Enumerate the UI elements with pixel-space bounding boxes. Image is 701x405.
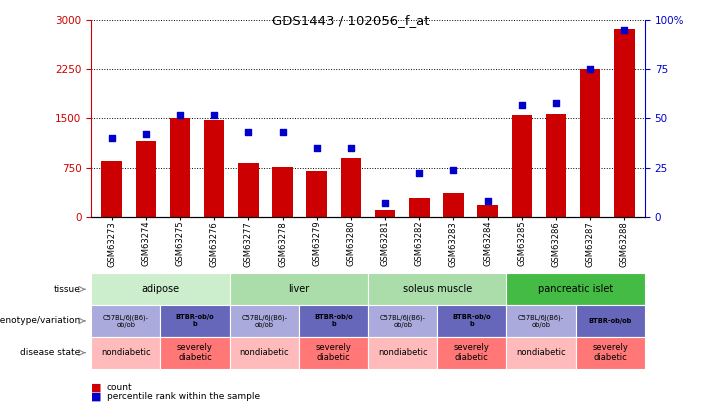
Bar bbox=[299, 305, 368, 337]
Point bbox=[311, 145, 322, 151]
Bar bbox=[91, 305, 161, 337]
Text: BTBR-ob/o
b: BTBR-ob/o b bbox=[176, 314, 215, 328]
Bar bbox=[409, 198, 430, 217]
Bar bbox=[580, 69, 601, 217]
Text: severely
diabetic: severely diabetic bbox=[177, 343, 213, 362]
Point bbox=[209, 111, 220, 118]
Bar bbox=[546, 114, 566, 217]
Bar bbox=[368, 305, 437, 337]
Text: nondiabetic: nondiabetic bbox=[378, 348, 428, 357]
Text: C57BL/6J(B6)-
ob/ob: C57BL/6J(B6)- ob/ob bbox=[241, 314, 287, 328]
Bar bbox=[230, 337, 299, 369]
Bar bbox=[437, 305, 507, 337]
Text: disease state: disease state bbox=[20, 348, 81, 357]
Text: pancreatic islet: pancreatic islet bbox=[538, 284, 613, 294]
Point bbox=[414, 170, 425, 177]
Bar bbox=[299, 337, 368, 369]
Bar bbox=[230, 273, 368, 305]
Bar bbox=[91, 273, 230, 305]
Point bbox=[482, 198, 494, 204]
Point bbox=[585, 66, 596, 72]
Text: severely
diabetic: severely diabetic bbox=[454, 343, 490, 362]
Point bbox=[106, 135, 117, 141]
Bar bbox=[437, 337, 507, 369]
Point bbox=[550, 100, 562, 106]
Bar bbox=[576, 305, 645, 337]
Text: BTBR-ob/o
b: BTBR-ob/o b bbox=[314, 314, 353, 328]
Bar bbox=[507, 305, 576, 337]
Point bbox=[277, 129, 288, 135]
Text: BTBR-ob/o
b: BTBR-ob/o b bbox=[453, 314, 491, 328]
Bar bbox=[161, 305, 230, 337]
Text: nondiabetic: nondiabetic bbox=[101, 348, 151, 357]
Text: GDS1443 / 102056_f_at: GDS1443 / 102056_f_at bbox=[272, 14, 429, 27]
Bar bbox=[375, 210, 395, 217]
Bar bbox=[272, 167, 293, 217]
Point bbox=[140, 131, 151, 137]
Text: count: count bbox=[107, 383, 132, 392]
Point bbox=[346, 145, 357, 151]
Bar bbox=[507, 273, 645, 305]
Bar bbox=[238, 163, 259, 217]
Bar bbox=[161, 337, 230, 369]
Bar bbox=[306, 171, 327, 217]
Point bbox=[175, 111, 186, 118]
Text: soleus muscle: soleus muscle bbox=[402, 284, 472, 294]
Text: genotype/variation: genotype/variation bbox=[0, 316, 81, 326]
Point bbox=[448, 166, 459, 173]
Bar bbox=[204, 120, 224, 217]
Text: percentile rank within the sample: percentile rank within the sample bbox=[107, 392, 259, 401]
Text: ■: ■ bbox=[91, 392, 102, 402]
Bar bbox=[576, 337, 645, 369]
Bar bbox=[368, 273, 507, 305]
Text: severely
diabetic: severely diabetic bbox=[592, 343, 628, 362]
Point bbox=[516, 102, 527, 108]
Bar bbox=[443, 193, 464, 217]
Bar bbox=[230, 305, 299, 337]
Text: ■: ■ bbox=[91, 383, 102, 392]
Point bbox=[243, 129, 254, 135]
Text: adipose: adipose bbox=[142, 284, 179, 294]
Text: nondiabetic: nondiabetic bbox=[239, 348, 289, 357]
Text: C57BL/6J(B6)-
ob/ob: C57BL/6J(B6)- ob/ob bbox=[518, 314, 564, 328]
Point bbox=[379, 200, 390, 206]
Bar bbox=[368, 337, 437, 369]
Text: severely
diabetic: severely diabetic bbox=[315, 343, 351, 362]
Bar bbox=[614, 29, 634, 217]
Bar bbox=[170, 118, 190, 217]
Text: C57BL/6J(B6)-
ob/ob: C57BL/6J(B6)- ob/ob bbox=[380, 314, 426, 328]
Bar bbox=[341, 158, 361, 217]
Text: nondiabetic: nondiabetic bbox=[516, 348, 566, 357]
Text: tissue: tissue bbox=[54, 285, 81, 294]
Point bbox=[619, 27, 630, 33]
Bar bbox=[512, 115, 532, 217]
Bar bbox=[477, 205, 498, 217]
Bar bbox=[102, 161, 122, 217]
Bar bbox=[135, 141, 156, 217]
Bar bbox=[91, 337, 161, 369]
Text: C57BL/6J(B6)-
ob/ob: C57BL/6J(B6)- ob/ob bbox=[103, 314, 149, 328]
Text: liver: liver bbox=[288, 284, 309, 294]
Text: BTBR-ob/ob: BTBR-ob/ob bbox=[589, 318, 632, 324]
Bar bbox=[507, 337, 576, 369]
